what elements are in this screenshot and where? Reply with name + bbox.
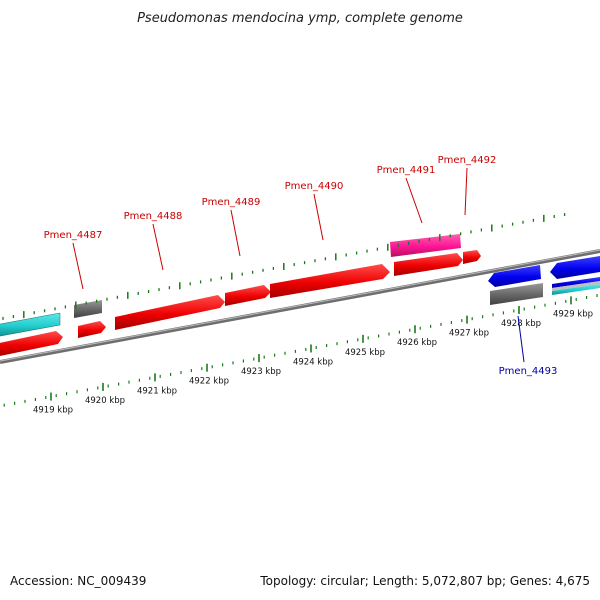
scale-tick-label: 4929 kbp — [553, 309, 593, 319]
scale-tick-label: 4921 kbp — [137, 386, 177, 396]
forward-genes — [0, 250, 481, 357]
scale-tick-label: 4923 kbp — [241, 367, 281, 377]
gene-label-pmen-4490[interactable]: Pmen_4490 — [285, 181, 344, 192]
scale-tick-label: 4927 kbp — [449, 329, 489, 339]
gene-arrow-pmen-4487[interactable] — [78, 321, 106, 338]
genome-backbone — [0, 249, 600, 364]
gene-label-pmen-4492[interactable]: Pmen_4492 — [438, 155, 497, 166]
gray-feature-4487 — [74, 300, 102, 318]
genome-summary-text: Topology: circular; Length: 5,072,807 bp… — [260, 574, 590, 588]
scale-tick-label: 4925 kbp — [345, 348, 385, 358]
cyan-feature-left — [0, 312, 61, 337]
gene-arrow-pmen-4491[interactable] — [394, 253, 463, 276]
lower-scale-ruler: 4919 kbp 4920 kbp 4921 kbp 4922 kbp 4923 kbp… — [3, 294, 598, 416]
reverse-genes — [488, 256, 600, 287]
scale-tick-label: 4922 kbp — [189, 377, 229, 387]
scale-tick-label: 4928 kbp — [501, 319, 541, 329]
rna-gene-pmen-4491[interactable] — [390, 234, 461, 257]
gene-label-pmen-4489[interactable]: Pmen_4489 — [202, 197, 261, 208]
accession-text: Accession: NC_009439 — [10, 574, 147, 588]
gene-label-pmen-4491[interactable]: Pmen_4491 — [377, 165, 436, 176]
gene-arrow-pmen-4493[interactable] — [488, 265, 541, 287]
gene-label-pmen-4488[interactable]: Pmen_4488 — [124, 211, 183, 222]
gray-feature-4493 — [490, 283, 543, 305]
right-edge-bands — [552, 277, 600, 295]
gene-arrow-left[interactable] — [0, 331, 63, 357]
gene-arrow-pmen-4492[interactable] — [463, 250, 481, 264]
gene-label-pmen-4487[interactable]: Pmen_4487 — [44, 230, 103, 241]
gene-labels: Pmen_4487 Pmen_4488 Pmen_4489 Pmen_4490 … — [44, 155, 558, 377]
gene-arrow-pmen-4490[interactable] — [270, 264, 390, 298]
upper-dotted-ruler — [2, 213, 566, 320]
scale-tick-label: 4920 kbp — [85, 396, 125, 406]
gene-arrow-pmen-4489[interactable] — [225, 285, 271, 306]
scale-tick-label: 4919 kbp — [33, 406, 73, 416]
gene-arrow-right-reverse[interactable] — [550, 256, 600, 279]
gene-arrow-pmen-4488[interactable] — [115, 295, 225, 330]
scale-tick-label: 4924 kbp — [293, 357, 333, 367]
genome-title: Pseudomonas mendocina ymp, complete geno… — [137, 11, 463, 26]
scale-tick-label: 4926 kbp — [397, 338, 437, 348]
gene-label-pmen-4493[interactable]: Pmen_4493 — [499, 366, 558, 377]
